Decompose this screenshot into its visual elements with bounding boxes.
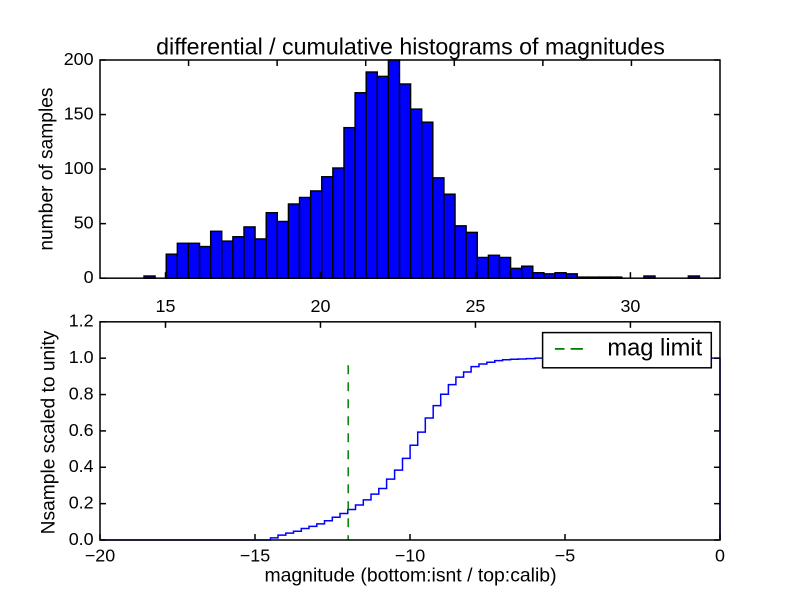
svg-text:number of samples: number of samples (37, 88, 58, 251)
svg-text:magnitude (bottom:isnt / top:c: magnitude (bottom:isnt / top:calib) (264, 565, 556, 587)
svg-text:30: 30 (620, 296, 640, 316)
svg-text:150: 150 (64, 103, 94, 123)
svg-text:differential / cumulative hist: differential / cumulative histograms of … (156, 33, 665, 59)
svg-text:200: 200 (64, 49, 94, 69)
svg-text:−20: −20 (85, 545, 115, 565)
svg-text:25: 25 (465, 296, 485, 316)
svg-text:50: 50 (74, 213, 94, 233)
svg-text:−10: −10 (395, 545, 425, 565)
svg-text:1.2: 1.2 (69, 311, 94, 331)
svg-text:0.6: 0.6 (69, 420, 94, 440)
svg-text:0.8: 0.8 (69, 383, 94, 403)
svg-text:20: 20 (311, 296, 331, 316)
svg-text:15: 15 (156, 296, 176, 316)
svg-text:−5: −5 (555, 545, 575, 565)
svg-text:Nsample scaled to unity: Nsample scaled to unity (38, 330, 59, 534)
svg-text:100: 100 (64, 158, 94, 178)
svg-text:0: 0 (84, 267, 94, 287)
svg-text:0: 0 (715, 545, 725, 565)
svg-text:1.0: 1.0 (69, 347, 94, 367)
svg-text:0.0: 0.0 (69, 529, 94, 549)
svg-text:−15: −15 (240, 545, 270, 565)
svg-text:0.4: 0.4 (69, 456, 94, 476)
svg-text:0.2: 0.2 (69, 493, 94, 513)
svg-text:mag limit: mag limit (607, 336, 702, 362)
